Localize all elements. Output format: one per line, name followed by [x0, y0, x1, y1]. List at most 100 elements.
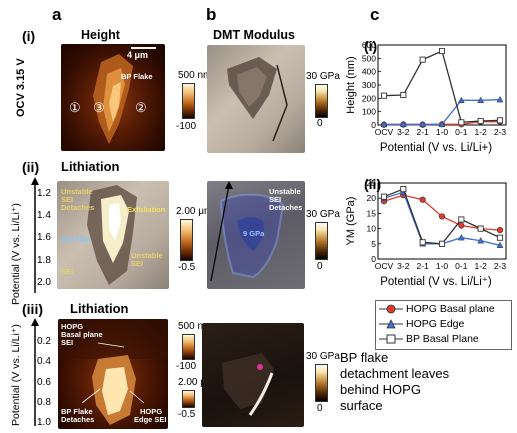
ann-iii-detaches: Detaches	[61, 415, 95, 424]
x-tick-label: 0-1	[455, 261, 468, 271]
panel-a-iii-title: Lithiation	[70, 301, 129, 316]
cbar-iii-2-bot: -0.5	[178, 409, 196, 420]
point-edge	[457, 96, 465, 103]
x-tick-label: 3-2	[397, 261, 410, 271]
point-edge	[380, 120, 388, 127]
y-tick-label: 500	[362, 53, 376, 63]
y-tick-label: 20	[367, 193, 377, 203]
point-basal	[458, 222, 465, 229]
x-tick-label: 2-1	[417, 261, 430, 271]
ann-ii-sei-film: SEI Film	[61, 235, 91, 244]
y-tick-label: 600	[362, 40, 376, 50]
modulus-colorbar-ii	[315, 222, 328, 260]
modulus-cbar-ii-bot: 0	[317, 261, 323, 272]
potential-axis-ii	[31, 177, 39, 293]
point-bp	[458, 119, 465, 126]
note-line-2: detachment leaves	[340, 366, 450, 381]
point-edge	[477, 237, 485, 244]
legend-marker-bp	[379, 334, 403, 344]
point-edge	[419, 120, 427, 127]
panel-a-i-title: Height	[81, 28, 120, 42]
y-tick-label: 5	[371, 239, 376, 249]
note-line-3: behind HOPG	[340, 382, 421, 397]
y-tick-label: 25	[367, 178, 377, 188]
point-bp	[438, 240, 446, 247]
y-tick-label: 0	[371, 120, 376, 130]
height-chart: (i) 0 100 200 300 400 500 600 OCV 3-2 2-1 1-0 0-1 1-2…	[345, 38, 507, 154]
modulus-image-ocv	[207, 45, 305, 153]
marker-3: ③	[93, 100, 105, 115]
point-edge	[496, 95, 504, 103]
ann-iii-hopg-2: HOPG	[140, 407, 163, 416]
ym-chart: (ii) 0 5 10 15 20 25 OCV 3-2 2-1 1-0 0-1 1-2 2-3 YM (G…	[345, 176, 507, 288]
ann-iii-edge-sei: Edge SEI	[134, 415, 167, 424]
y-tick-label: 10	[367, 224, 377, 234]
x-tick-label: 2-3	[494, 261, 507, 271]
point-bp	[438, 47, 446, 55]
point-edge	[438, 120, 446, 127]
point-basal	[419, 196, 426, 203]
x-tick-label: 2-1	[417, 127, 430, 137]
y-tick-label: 200	[362, 93, 376, 103]
ann-ii-unstable: Unstable	[61, 187, 93, 196]
scale-bar-label: 4 μm	[127, 50, 149, 60]
cbar-i-top: 500 nm	[178, 70, 212, 81]
tick-ii-3: 1.6	[37, 232, 51, 243]
height-colorbar-i	[182, 83, 195, 119]
point-bp	[458, 216, 465, 223]
marker-1: ①	[69, 100, 81, 115]
cbar-iii-1-top: 500 nm	[178, 321, 212, 332]
potential-axis-iii	[31, 318, 39, 426]
ann-ii-sei: SEI	[61, 195, 74, 204]
cbar-ii-top: 2.00 μm	[176, 206, 213, 217]
cbar-iii-1-bot: -100	[176, 361, 197, 372]
point-bp	[477, 225, 484, 232]
height-colorbar-iii-b	[182, 390, 195, 408]
point-edge	[496, 241, 504, 248]
tick-ii-4: 1.8	[37, 255, 51, 266]
x-tick-label: 1-0	[436, 127, 449, 137]
modulus-cbar-i-bot: 0	[317, 118, 323, 129]
y-axis-label: YM (GPa)	[345, 197, 357, 246]
modulus-image-lithiation-iii	[202, 323, 304, 427]
legend-marker-edge	[379, 319, 403, 329]
x-tick-label: 0-1	[455, 127, 468, 137]
modulus-cbar-i-top: 30 GPa	[306, 71, 340, 82]
point-bp	[380, 193, 388, 200]
cbar-iii-2-top: 2.00 μm	[178, 377, 215, 388]
potential-axis-iii-label: Potential (V vs. Li/Li⁺)	[10, 324, 22, 426]
ann-b-unstable: Unstable	[269, 187, 301, 196]
series-line-bp	[383, 50, 501, 124]
ann-b-9gpa: 9 GPa	[243, 229, 265, 238]
tick-iii-5: 1.0	[37, 417, 51, 428]
chart-frame	[377, 44, 507, 126]
x-tick-label: 1-0	[436, 261, 449, 271]
y-tick-label: 400	[362, 67, 376, 77]
ann-iii-basal-plane: Basal plane	[61, 330, 103, 339]
modulus-cbar-iii-bot: 0	[317, 403, 323, 414]
ann-ii-detaches: Detaches	[61, 203, 95, 212]
tick-iii-1: 0.2	[37, 336, 51, 347]
tick-iii-2: 0.4	[37, 356, 51, 367]
height-image-lithiation-iii: HOPG Basal plane SEI BP Flake Detaches H…	[58, 319, 168, 429]
height-image-lithiation-ii: Unstable SEI Detaches Exfoliation SEI Fi…	[57, 181, 169, 289]
point-edge	[477, 96, 485, 103]
height-image-ocv: 4 μm BP Flake ① ③ ②	[61, 44, 165, 151]
x-axis-label: Potential (V vs. Li/Li+)	[380, 142, 492, 154]
panel-letter-a: a	[52, 5, 62, 24]
height-colorbar-ii	[180, 219, 193, 261]
x-axis-label: Potential (V vs. Li/Li⁺)	[380, 276, 492, 288]
panel-letter-c: c	[370, 5, 380, 24]
ann-ii-sei-2: SEI	[131, 259, 144, 268]
modulus-cbar-iii-top: 30 GPa	[306, 351, 340, 362]
x-tick-label: OCV	[375, 127, 394, 137]
marker-2: ②	[135, 100, 147, 115]
point-basal	[496, 227, 504, 234]
panel-a-iii-tag: (iii)	[22, 301, 43, 317]
legend-label-bp: BP Basal Plane	[406, 333, 479, 345]
point-bp	[477, 117, 484, 125]
ann-ii-sei-3: SEI	[61, 267, 74, 276]
point-bp	[400, 91, 407, 99]
modulus-image-lithiation-ii: Unstable SEI Detaches 9 GPa	[207, 181, 305, 289]
ann-iii-hopg: HOPG	[61, 322, 84, 331]
